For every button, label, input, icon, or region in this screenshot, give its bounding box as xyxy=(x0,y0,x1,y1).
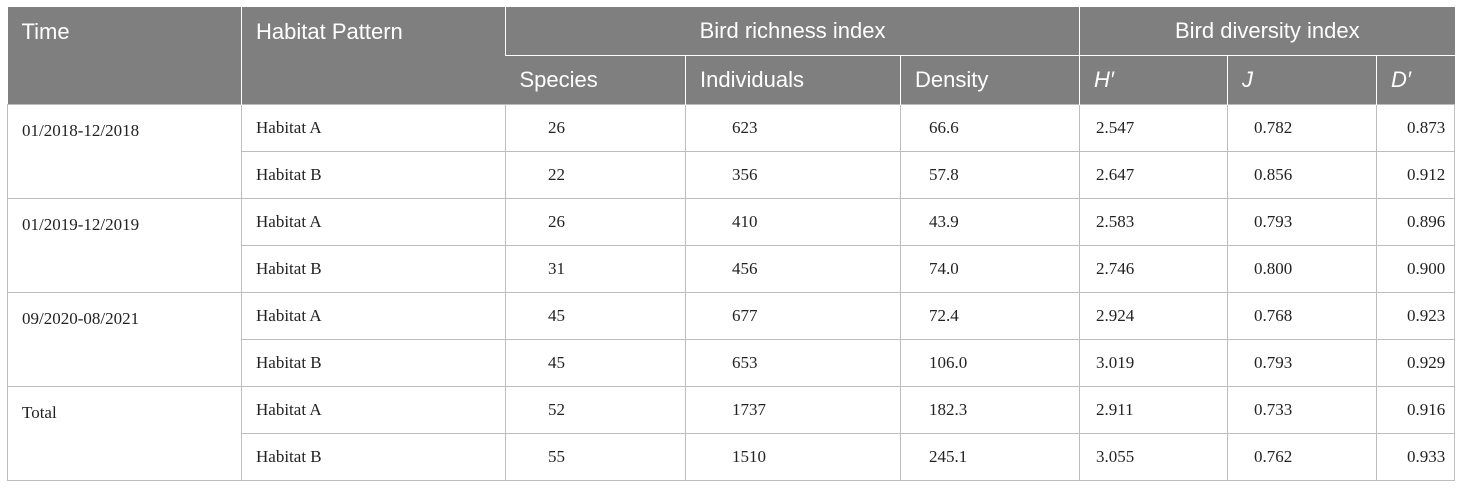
habitat-cell: Habitat A xyxy=(241,386,506,434)
h-cell: 2.746 xyxy=(1079,245,1229,293)
table-header: Time Habitat Pattern Bird richness index… xyxy=(7,7,1455,105)
d-cell: 0.900 xyxy=(1376,245,1456,293)
time-cell: 01/2018-12/2018 xyxy=(7,104,242,199)
table-row: Total Habitat A 52 1737 182.3 2.911 0.73… xyxy=(7,386,1456,481)
species-cell: 26 xyxy=(505,198,686,246)
table-row: Habitat B 45 653 106.0 3.019 0.793 0.929 xyxy=(8,339,1456,387)
species-cell: 45 xyxy=(505,339,686,387)
species-cell: 31 xyxy=(505,245,686,293)
individuals-cell: 677 xyxy=(685,292,901,340)
bird-index-table: Time Habitat Pattern Bird richness index… xyxy=(7,7,1456,481)
time-cell: 01/2019-12/2019 xyxy=(7,198,242,293)
species-cell: 22 xyxy=(505,151,686,199)
habitat-cell: Habitat A xyxy=(241,292,506,340)
density-cell: 106.0 xyxy=(899,339,1081,387)
h-cell: 2.647 xyxy=(1079,151,1229,199)
density-cell: 72.4 xyxy=(899,292,1081,340)
j-cell: 0.793 xyxy=(1227,198,1378,246)
header-diversity-group: Bird diversity index xyxy=(1079,7,1455,56)
species-cell: 55 xyxy=(505,433,686,481)
header-richness-group: Bird richness index xyxy=(504,7,1080,56)
species-cell: 52 xyxy=(505,386,686,434)
density-cell: 57.8 xyxy=(899,151,1081,199)
d-cell: 0.929 xyxy=(1376,339,1456,387)
h-cell: 2.924 xyxy=(1079,292,1229,340)
header-time: Time xyxy=(7,7,242,105)
j-cell: 0.762 xyxy=(1227,433,1378,481)
header-species: Species xyxy=(505,55,686,105)
header-density: Density xyxy=(899,55,1080,105)
time-cell: 09/2020-08/2021 xyxy=(7,292,242,387)
density-cell: 182.3 xyxy=(899,386,1081,434)
header-h: H′ xyxy=(1079,55,1228,105)
header-habitat-pattern: Habitat Pattern xyxy=(241,7,506,105)
j-cell: 0.793 xyxy=(1227,339,1378,387)
habitat-cell: Habitat B xyxy=(241,433,506,481)
individuals-cell: 653 xyxy=(685,339,901,387)
density-cell: 66.6 xyxy=(899,104,1081,152)
j-cell: 0.856 xyxy=(1227,151,1378,199)
table-row: 01/2018-12/2018 Habitat A 26 623 66.6 2.… xyxy=(7,104,1456,199)
h-cell: 2.583 xyxy=(1079,198,1229,246)
table-row: 09/2020-08/2021 Habitat A 45 677 72.4 2.… xyxy=(7,292,1456,387)
density-cell: 43.9 xyxy=(899,198,1081,246)
table-row: Habitat B 31 456 74.0 2.746 0.800 0.900 xyxy=(8,245,1456,293)
individuals-cell: 1737 xyxy=(685,386,901,434)
j-cell: 0.782 xyxy=(1227,104,1378,152)
habitat-cell: Habitat B xyxy=(241,151,506,199)
habitat-cell: Habitat B xyxy=(241,245,506,293)
d-cell: 0.923 xyxy=(1376,292,1456,340)
individuals-cell: 1510 xyxy=(685,433,901,481)
individuals-cell: 356 xyxy=(685,151,901,199)
d-cell: 0.912 xyxy=(1376,151,1456,199)
table-row: Habitat B 22 356 57.8 2.647 0.856 0.912 xyxy=(8,151,1456,199)
habitat-cell: Habitat B xyxy=(241,339,506,387)
h-cell: 2.911 xyxy=(1079,386,1229,434)
individuals-cell: 410 xyxy=(685,198,901,246)
j-cell: 0.800 xyxy=(1227,245,1378,293)
header-d: D′ xyxy=(1376,55,1455,105)
density-cell: 245.1 xyxy=(899,433,1081,481)
table-row: Habitat B 55 1510 245.1 3.055 0.762 0.93… xyxy=(8,433,1456,481)
d-cell: 0.873 xyxy=(1376,104,1456,152)
h-cell: 2.547 xyxy=(1079,104,1229,152)
d-cell: 0.896 xyxy=(1376,198,1456,246)
habitat-cell: Habitat A xyxy=(241,104,506,152)
table-body: 01/2018-12/2018 Habitat A 26 623 66.6 2.… xyxy=(7,104,1456,481)
j-cell: 0.733 xyxy=(1227,386,1378,434)
header-individuals: Individuals xyxy=(685,55,901,105)
header-j: J xyxy=(1227,55,1377,105)
density-cell: 74.0 xyxy=(899,245,1081,293)
individuals-cell: 456 xyxy=(685,245,901,293)
habitat-cell: Habitat A xyxy=(241,198,506,246)
h-cell: 3.019 xyxy=(1079,339,1229,387)
d-cell: 0.933 xyxy=(1376,433,1456,481)
h-cell: 3.055 xyxy=(1079,433,1229,481)
time-cell: Total xyxy=(7,386,242,481)
j-cell: 0.768 xyxy=(1227,292,1378,340)
individuals-cell: 623 xyxy=(685,104,901,152)
species-cell: 26 xyxy=(505,104,686,152)
species-cell: 45 xyxy=(505,292,686,340)
table-row: 01/2019-12/2019 Habitat A 26 410 43.9 2.… xyxy=(7,198,1456,293)
d-cell: 0.916 xyxy=(1376,386,1456,434)
